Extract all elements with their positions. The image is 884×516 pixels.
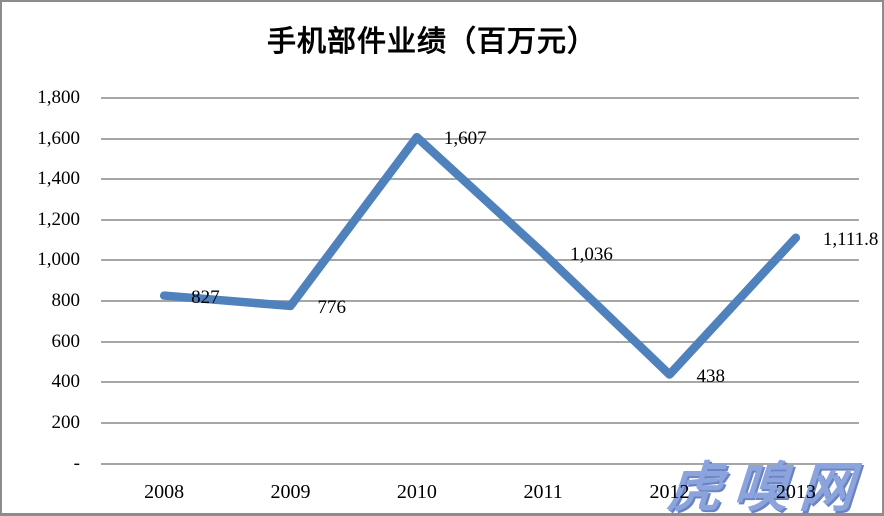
gridline: [101, 259, 859, 262]
y-tick-label: 1,200: [37, 208, 80, 230]
y-tick-label: 800: [51, 290, 81, 312]
y-tick-label: 1,400: [37, 168, 80, 190]
x-tick-label: 2010: [396, 481, 437, 503]
y-tick-label: 1,600: [37, 127, 80, 149]
y-tick-label: 600: [51, 330, 81, 352]
data-label: 1,607: [443, 128, 487, 150]
gridline: [101, 340, 859, 343]
gridline: [101, 421, 859, 424]
chart-title: 手机部件业绩（百万元）: [266, 26, 597, 58]
x-tick-label: 2013: [775, 481, 816, 503]
data-label: 1,111.8: [822, 228, 879, 250]
x-tick-label: 2012: [649, 481, 690, 503]
data-label: 438: [696, 365, 726, 387]
y-tick-label: 1,000: [37, 249, 80, 271]
y-tick-label: 400: [51, 371, 81, 393]
data-label: 1,036: [570, 244, 613, 266]
x-tick-label: 2011: [523, 481, 563, 503]
gridline: [101, 300, 859, 303]
x-tick-label: 2009: [270, 481, 311, 503]
gridline: [101, 97, 859, 99]
y-tick-label: 1,800: [37, 87, 80, 108]
gridline: [101, 137, 859, 140]
gridline: [101, 462, 859, 465]
gridline: [101, 218, 859, 221]
y-tick-label: -: [73, 452, 80, 474]
gridline: [101, 178, 859, 181]
gridline: [101, 381, 859, 384]
x-tick-label: 2008: [144, 481, 185, 503]
y-tick-label: 200: [51, 411, 81, 433]
data-label: 827: [191, 286, 220, 308]
data-label: 776: [317, 296, 347, 318]
